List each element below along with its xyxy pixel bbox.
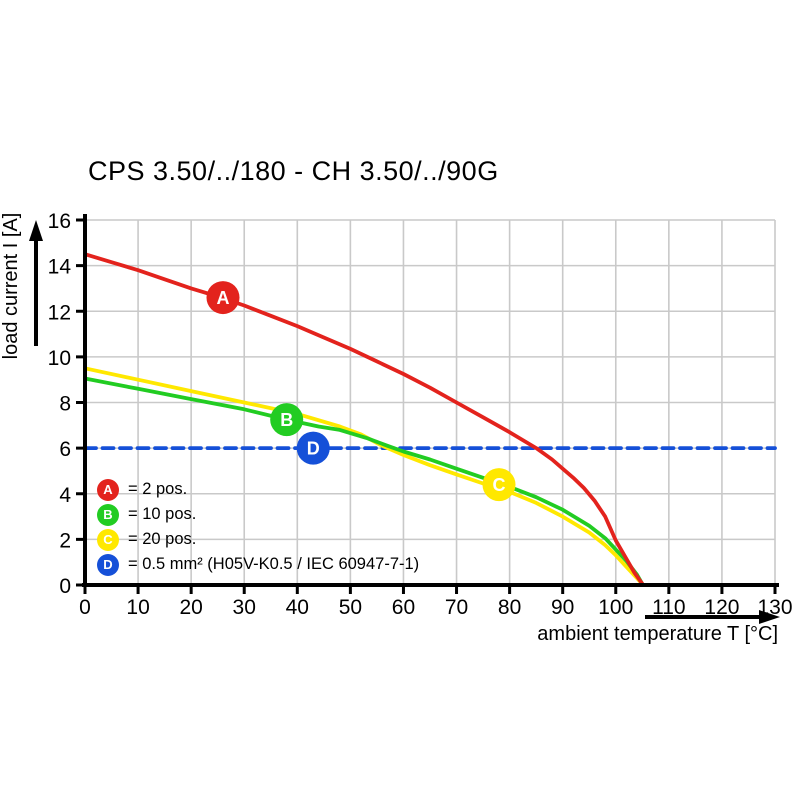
- marker-c-letter: C: [493, 475, 506, 495]
- legend-marker-b-icon: B: [97, 503, 119, 526]
- legend-item-b: B = 10 pos.: [97, 503, 419, 526]
- marker-d-icon: [296, 431, 330, 465]
- x-tick-label: 100: [598, 596, 633, 619]
- right-arrow-icon: [759, 610, 780, 624]
- marker-b-icon: [270, 403, 304, 437]
- x-tick-label: 10: [126, 596, 149, 619]
- legend-label-c: = 20 pos.: [128, 530, 197, 548]
- legend-marker-d-icon: D: [97, 553, 119, 576]
- y-tick-label: 8: [59, 393, 71, 416]
- legend-label-d: = 0.5 mm² (H05V-K0.5 / IEC 60947-7-1): [128, 555, 420, 573]
- x-tick-label: 90: [551, 596, 574, 619]
- marker-d-letter: D: [307, 439, 320, 459]
- curve-a: [83, 252, 645, 586]
- legend-marker-a-icon: A: [97, 478, 119, 501]
- marker-a-letter: A: [217, 288, 230, 308]
- legend-label-a: = 2 pos.: [128, 480, 188, 498]
- x-tick-label: 70: [445, 596, 468, 619]
- axes: 0 10 20 30 40 50 60 70 80 90 100 110 120 130024681012…: [48, 210, 793, 619]
- y-tick-label: 0: [59, 575, 71, 598]
- marker-b-letter: B: [280, 410, 293, 430]
- legend-item-d: D = 0.5 mm² (H05V-K0.5 / IEC 60947-7-1): [97, 553, 419, 576]
- x-axis-title: ambient temperature T [°C]: [537, 623, 778, 645]
- x-tick-label: 0: [79, 596, 91, 619]
- y-tick-label: 6: [59, 438, 71, 461]
- x-axis-annotation: ambient temperature T [°C]: [537, 610, 780, 645]
- up-arrow-icon: [29, 220, 43, 241]
- legend: A = 2 pos. B = 10 pos. C = 20 pos. D = 0…: [97, 478, 419, 576]
- y-tick-label: 12: [48, 301, 71, 324]
- legend-label-b: = 10 pos.: [128, 505, 197, 523]
- legend-item-a: A = 2 pos.: [97, 478, 419, 501]
- marker-c-icon: [482, 468, 516, 502]
- x-tick-label: 40: [286, 596, 309, 619]
- curve-markers: A B C D: [206, 281, 516, 502]
- y-tick-label: 14: [48, 256, 72, 279]
- y-tick-label: 2: [59, 529, 71, 552]
- x-tick-label: 30: [233, 596, 256, 619]
- marker-a-icon: [206, 281, 240, 315]
- x-tick-label: 80: [498, 596, 521, 619]
- curve-c: [83, 366, 645, 586]
- chart-title: CPS 3.50/../180 - CH 3.50/../90G: [88, 156, 499, 186]
- x-tick-label: 60: [392, 596, 415, 619]
- legend-marker-c-icon: C: [97, 528, 119, 551]
- y-axis-title: load current I [A]: [0, 213, 22, 360]
- curves: [83, 252, 777, 586]
- x-tick-label: 110: [652, 596, 685, 619]
- x-tick-label: 120: [704, 596, 739, 619]
- y-tick-label: 16: [48, 210, 71, 233]
- gridlines: [85, 219, 776, 585]
- legend-item-c: C = 20 pos.: [97, 528, 419, 551]
- y-tick-label: 4: [59, 484, 71, 507]
- y-tick-label: 10: [48, 347, 71, 370]
- x-tick-label: 20: [179, 596, 202, 619]
- x-tick-label: 50: [339, 596, 362, 619]
- y-axis-annotation: load current I [A]: [0, 213, 43, 360]
